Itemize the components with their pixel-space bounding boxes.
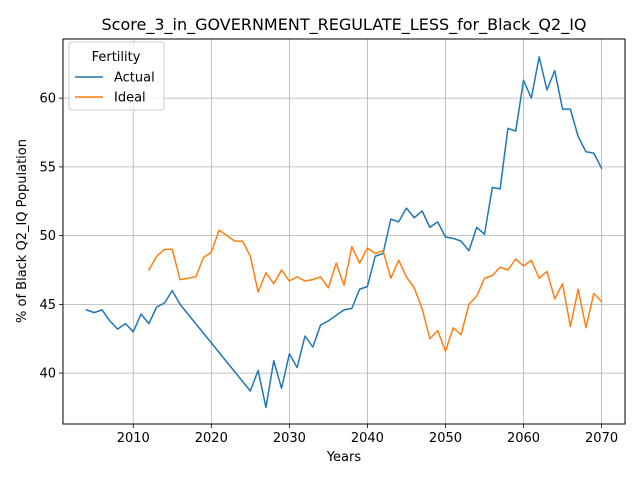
y-tick-label: 50 bbox=[39, 229, 56, 244]
y-tick-label: 55 bbox=[39, 160, 56, 175]
legend-box bbox=[68, 41, 165, 111]
series-lines bbox=[85, 56, 603, 409]
y-tick-label: 40 bbox=[39, 367, 56, 382]
x-tick-label: 2040 bbox=[351, 431, 384, 446]
x-tick-label: 2050 bbox=[429, 431, 462, 446]
series-line-actual bbox=[85, 56, 603, 409]
series-line-ideal bbox=[147, 229, 603, 352]
axis-ticks: 2010 2020 2030 2040 2050 2060 2070 40 45 50 55 60 bbox=[39, 92, 618, 446]
legend-label-ideal: Ideal bbox=[114, 91, 146, 106]
grid-lines bbox=[63, 39, 625, 424]
x-tick-label: 2020 bbox=[195, 431, 228, 446]
y-tick-label: 45 bbox=[39, 298, 56, 313]
x-axis-label: Years bbox=[326, 450, 362, 465]
x-tick-label: 2030 bbox=[273, 431, 306, 446]
legend-title: Fertility bbox=[92, 50, 141, 65]
x-tick-label: 2060 bbox=[507, 431, 540, 446]
y-tick-label: 60 bbox=[39, 92, 56, 107]
chart-title: Score_3_in_GOVERNMENT_REGULATE_LESS_for_… bbox=[102, 15, 587, 35]
legend: Fertility Actual Ideal bbox=[68, 41, 165, 111]
plot-frame bbox=[62, 38, 626, 425]
legend-label-actual: Actual bbox=[114, 71, 155, 86]
x-tick-label: 2010 bbox=[117, 431, 150, 446]
x-tick-label: 2070 bbox=[585, 431, 618, 446]
y-axis-label: % of Black Q2_IQ Population bbox=[15, 139, 30, 323]
